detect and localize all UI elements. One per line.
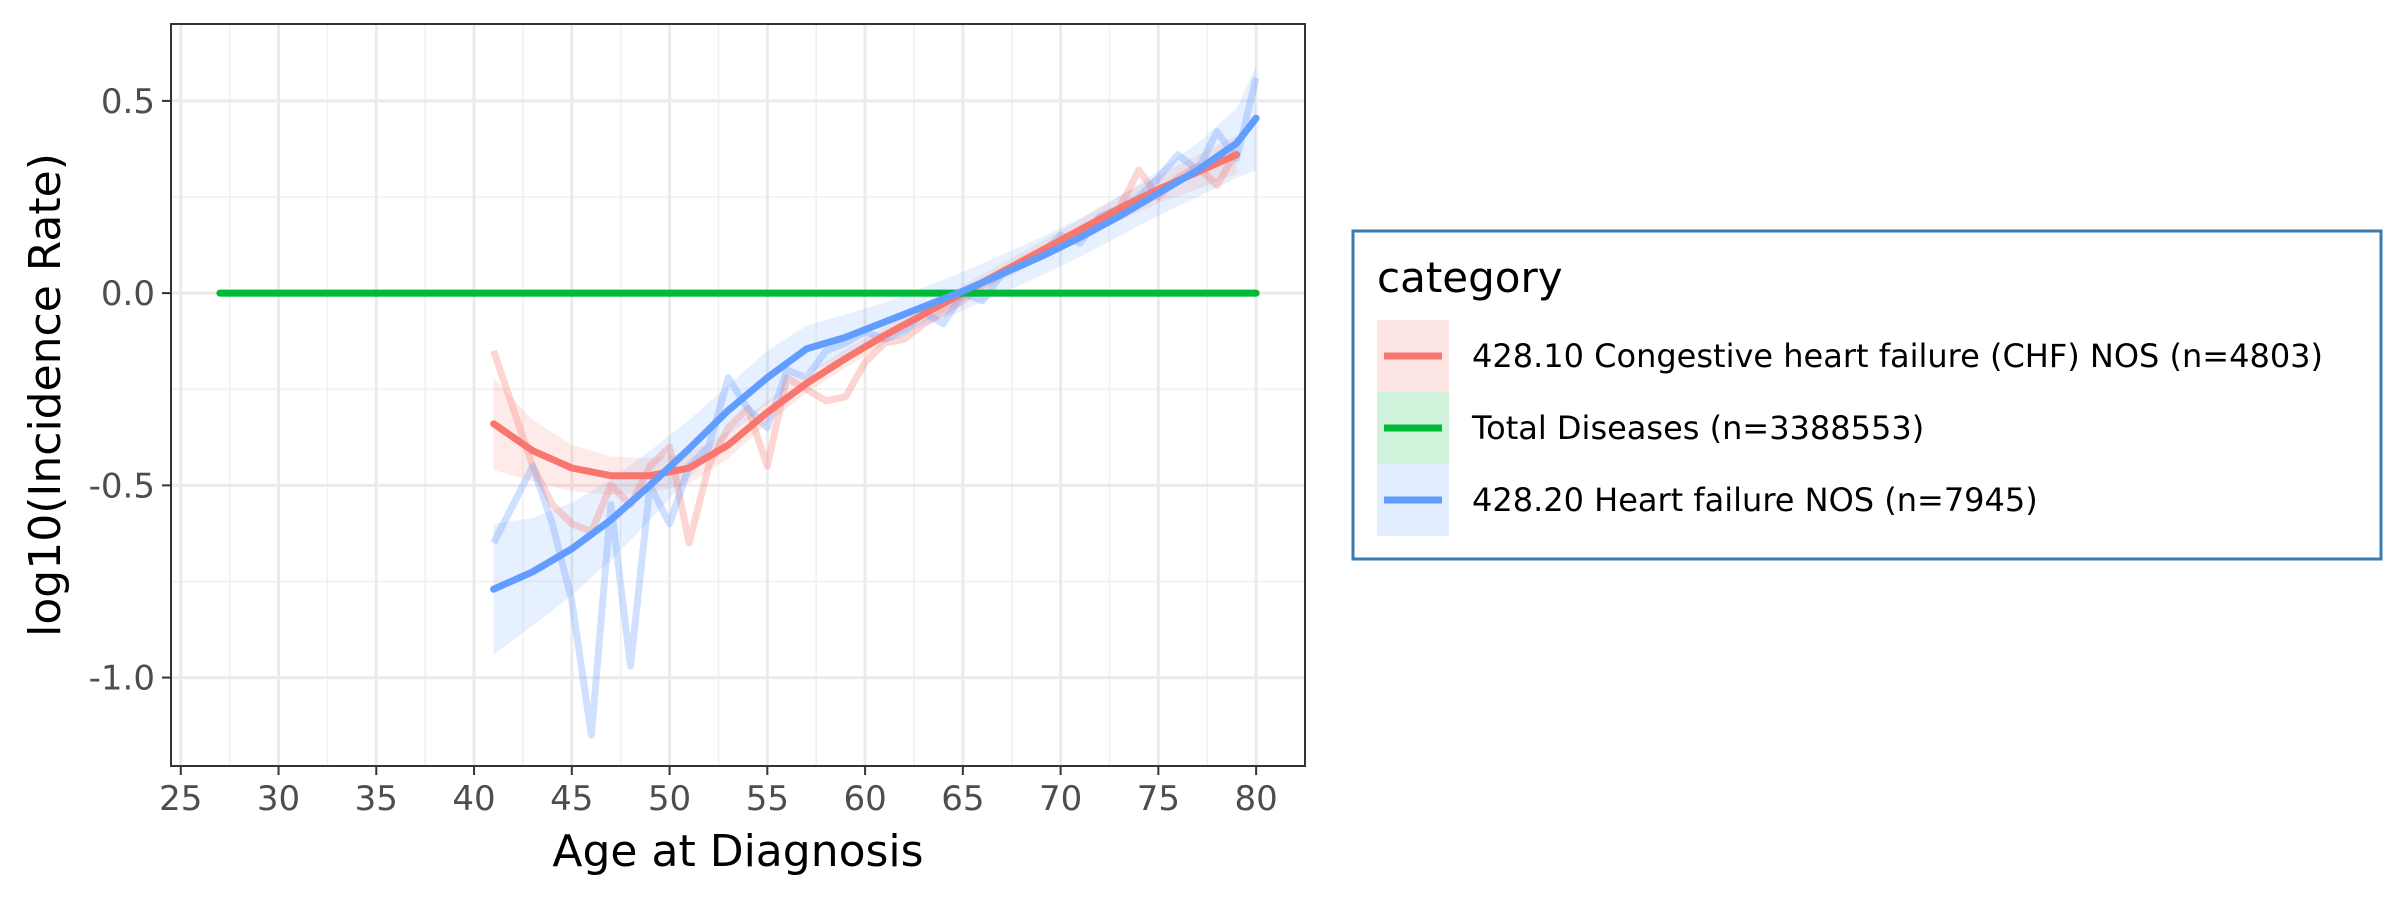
x-tick-label: 65 — [941, 779, 984, 819]
x-tick-label: 40 — [452, 779, 495, 819]
x-tick-label: 60 — [843, 779, 886, 819]
x-tick-label: 70 — [1039, 779, 1082, 819]
x-tick-label: 45 — [550, 779, 593, 819]
legend-entries: 428.10 Congestive heart failure (CHF) NO… — [1377, 320, 2323, 536]
y-tick-label: 0.5 — [101, 82, 155, 122]
legend-entry-label: 428.10 Congestive heart failure (CHF) NO… — [1472, 337, 2323, 375]
x-tick-label: 30 — [257, 779, 300, 819]
plot-panel — [170, 23, 1306, 767]
smooth-line-2 — [490, 114, 1260, 593]
grid-major — [171, 24, 1305, 766]
legend-entry-label: Total Diseases (n=3388553) — [1471, 409, 1924, 447]
x-tick-label: 25 — [159, 779, 202, 819]
x-tick-label: 55 — [746, 779, 789, 819]
x-axis-title: Age at Diagnosis — [552, 826, 923, 877]
y-tick-label: -1.0 — [89, 659, 155, 699]
x-tick-label: 50 — [648, 779, 691, 819]
confidence-ribbon-0 — [493, 135, 1237, 495]
legend-entry-label: 428.20 Heart failure NOS (n=7945) — [1472, 481, 2038, 519]
plot-panel-background — [171, 24, 1305, 766]
plot-panel-border — [170, 23, 1306, 767]
grid-minor — [171, 24, 1305, 766]
y-tick-label: -0.5 — [89, 466, 155, 506]
legend-title: category — [1377, 253, 1563, 302]
x-tick-label: 75 — [1137, 779, 1180, 819]
confidence-ribbons — [493, 66, 1257, 655]
smooth-lines — [216, 114, 1260, 593]
y-axis: -1.0 -0.5 0.0 0.5 — [89, 82, 171, 699]
y-axis-title: log10(Incidence Rate) — [20, 153, 71, 637]
legend: category 428.10 Congestive heart failure… — [1351, 229, 2383, 561]
confidence-ribbon-2 — [493, 66, 1257, 655]
legend-box — [1351, 229, 2383, 561]
y-tick-label: 0.0 — [101, 274, 155, 314]
smooth-line-0 — [490, 151, 1241, 480]
x-tick-label: 80 — [1234, 779, 1277, 819]
x-axis: 25 30 35 40 45 50 55 60 65 70 75 80 — [159, 766, 1278, 819]
x-tick-label: 35 — [355, 779, 398, 819]
